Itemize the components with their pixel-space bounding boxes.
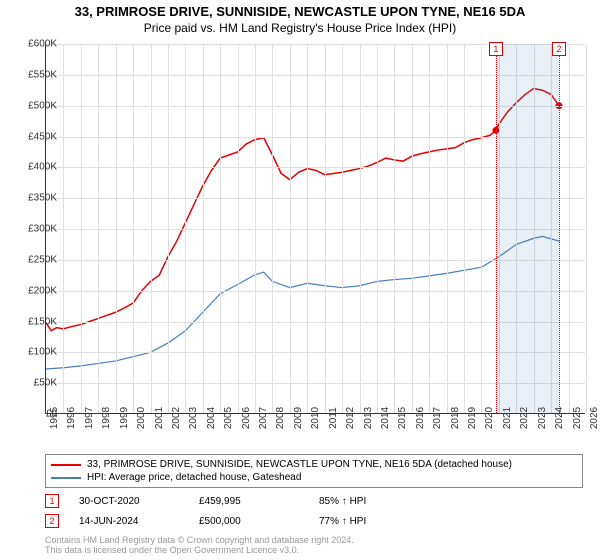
series-line [46,236,560,369]
y-tick-label: £450K [7,131,57,142]
x-tick-label: 2006 [241,407,252,429]
x-tick-label: 2010 [310,407,321,429]
shaded-region [496,44,559,413]
x-tick-label: 2004 [206,407,217,429]
y-tick-label: £500K [7,100,57,111]
x-tick-label: 2015 [397,407,408,429]
callout-marker-1: 1 [45,494,59,508]
y-tick-label: £250K [7,254,57,265]
legend-row: 33, PRIMROSE DRIVE, SUNNISIDE, NEWCASTLE… [51,458,577,471]
x-tick-label: 2003 [188,407,199,429]
chart-marker-1: 1 [489,42,503,56]
y-tick-label: £350K [7,193,57,204]
x-tick-label: 2016 [415,407,426,429]
x-tick-label: 2007 [258,407,269,429]
x-tick-label: 2001 [154,407,165,429]
x-tick-label: 2014 [380,407,391,429]
x-tick-label: 2008 [275,407,286,429]
chart-container: 33, PRIMROSE DRIVE, SUNNISIDE, NEWCASTLE… [0,0,600,560]
x-tick-label: 2002 [171,407,182,429]
x-tick-label: 2000 [136,407,147,429]
footer-attribution: Contains HM Land Registry data © Crown c… [45,536,354,556]
chart-title-address: 33, PRIMROSE DRIVE, SUNNISIDE, NEWCASTLE… [0,0,600,19]
chart-plot-area: 12 [45,44,585,414]
y-tick-label: £300K [7,224,57,235]
legend-swatch-series2 [51,477,81,479]
callout-price-2: £500,000 [199,516,319,527]
y-tick-label: £550K [7,69,57,80]
callout-marker-2: 2 [45,514,59,528]
x-tick-label: 2022 [519,407,530,429]
x-tick-label: 2018 [450,407,461,429]
y-tick-label: £100K [7,347,57,358]
x-tick-label: 1996 [66,407,77,429]
callout-date-1: 30-OCT-2020 [79,496,199,507]
y-tick-label: £600K [7,39,57,50]
callout-date-2: 14-JUN-2024 [79,516,199,527]
y-tick-label: £400K [7,162,57,173]
callout-pct-1: 85% ↑ HPI [319,496,366,507]
x-tick-label: 2013 [363,407,374,429]
x-tick-label: 1999 [119,407,130,429]
marker-vline [559,44,560,413]
x-tick-label: 1995 [49,407,60,429]
x-tick-label: 2005 [223,407,234,429]
x-tick-label: 1997 [84,407,95,429]
callout-price-1: £459,995 [199,496,319,507]
x-tick-label: 2020 [484,407,495,429]
chart-title-subtitle: Price paid vs. HM Land Registry's House … [0,19,600,35]
x-tick-label: 2017 [432,407,443,429]
x-tick-label: 2023 [537,407,548,429]
y-tick-label: £50K [7,378,57,389]
legend-box: 33, PRIMROSE DRIVE, SUNNISIDE, NEWCASTLE… [45,454,583,488]
x-tick-label: 2021 [502,407,513,429]
legend-swatch-series1 [51,464,81,466]
x-tick-label: 2012 [345,407,356,429]
legend-row: HPI: Average price, detached house, Gate… [51,471,577,484]
chart-marker-2: 2 [552,42,566,56]
x-tick-label: 2024 [554,407,565,429]
legend-label-series1: 33, PRIMROSE DRIVE, SUNNISIDE, NEWCASTLE… [87,459,512,470]
legend-label-series2: HPI: Average price, detached house, Gate… [87,472,301,483]
callout-row: 2 14-JUN-2024 £500,000 77% ↑ HPI [45,514,583,528]
x-tick-label: 2026 [589,407,600,429]
y-tick-label: £200K [7,285,57,296]
x-tick-label: 2019 [467,407,478,429]
x-tick-label: 2025 [572,407,583,429]
x-tick-label: 2009 [293,407,304,429]
x-tick-label: 2011 [328,407,339,429]
callout-row: 1 30-OCT-2020 £459,995 85% ↑ HPI [45,494,583,508]
footer-line2: This data is licensed under the Open Gov… [45,546,354,556]
callout-pct-2: 77% ↑ HPI [319,516,366,527]
y-tick-label: £150K [7,316,57,327]
x-tick-label: 1998 [101,407,112,429]
marker-vline [496,44,497,413]
